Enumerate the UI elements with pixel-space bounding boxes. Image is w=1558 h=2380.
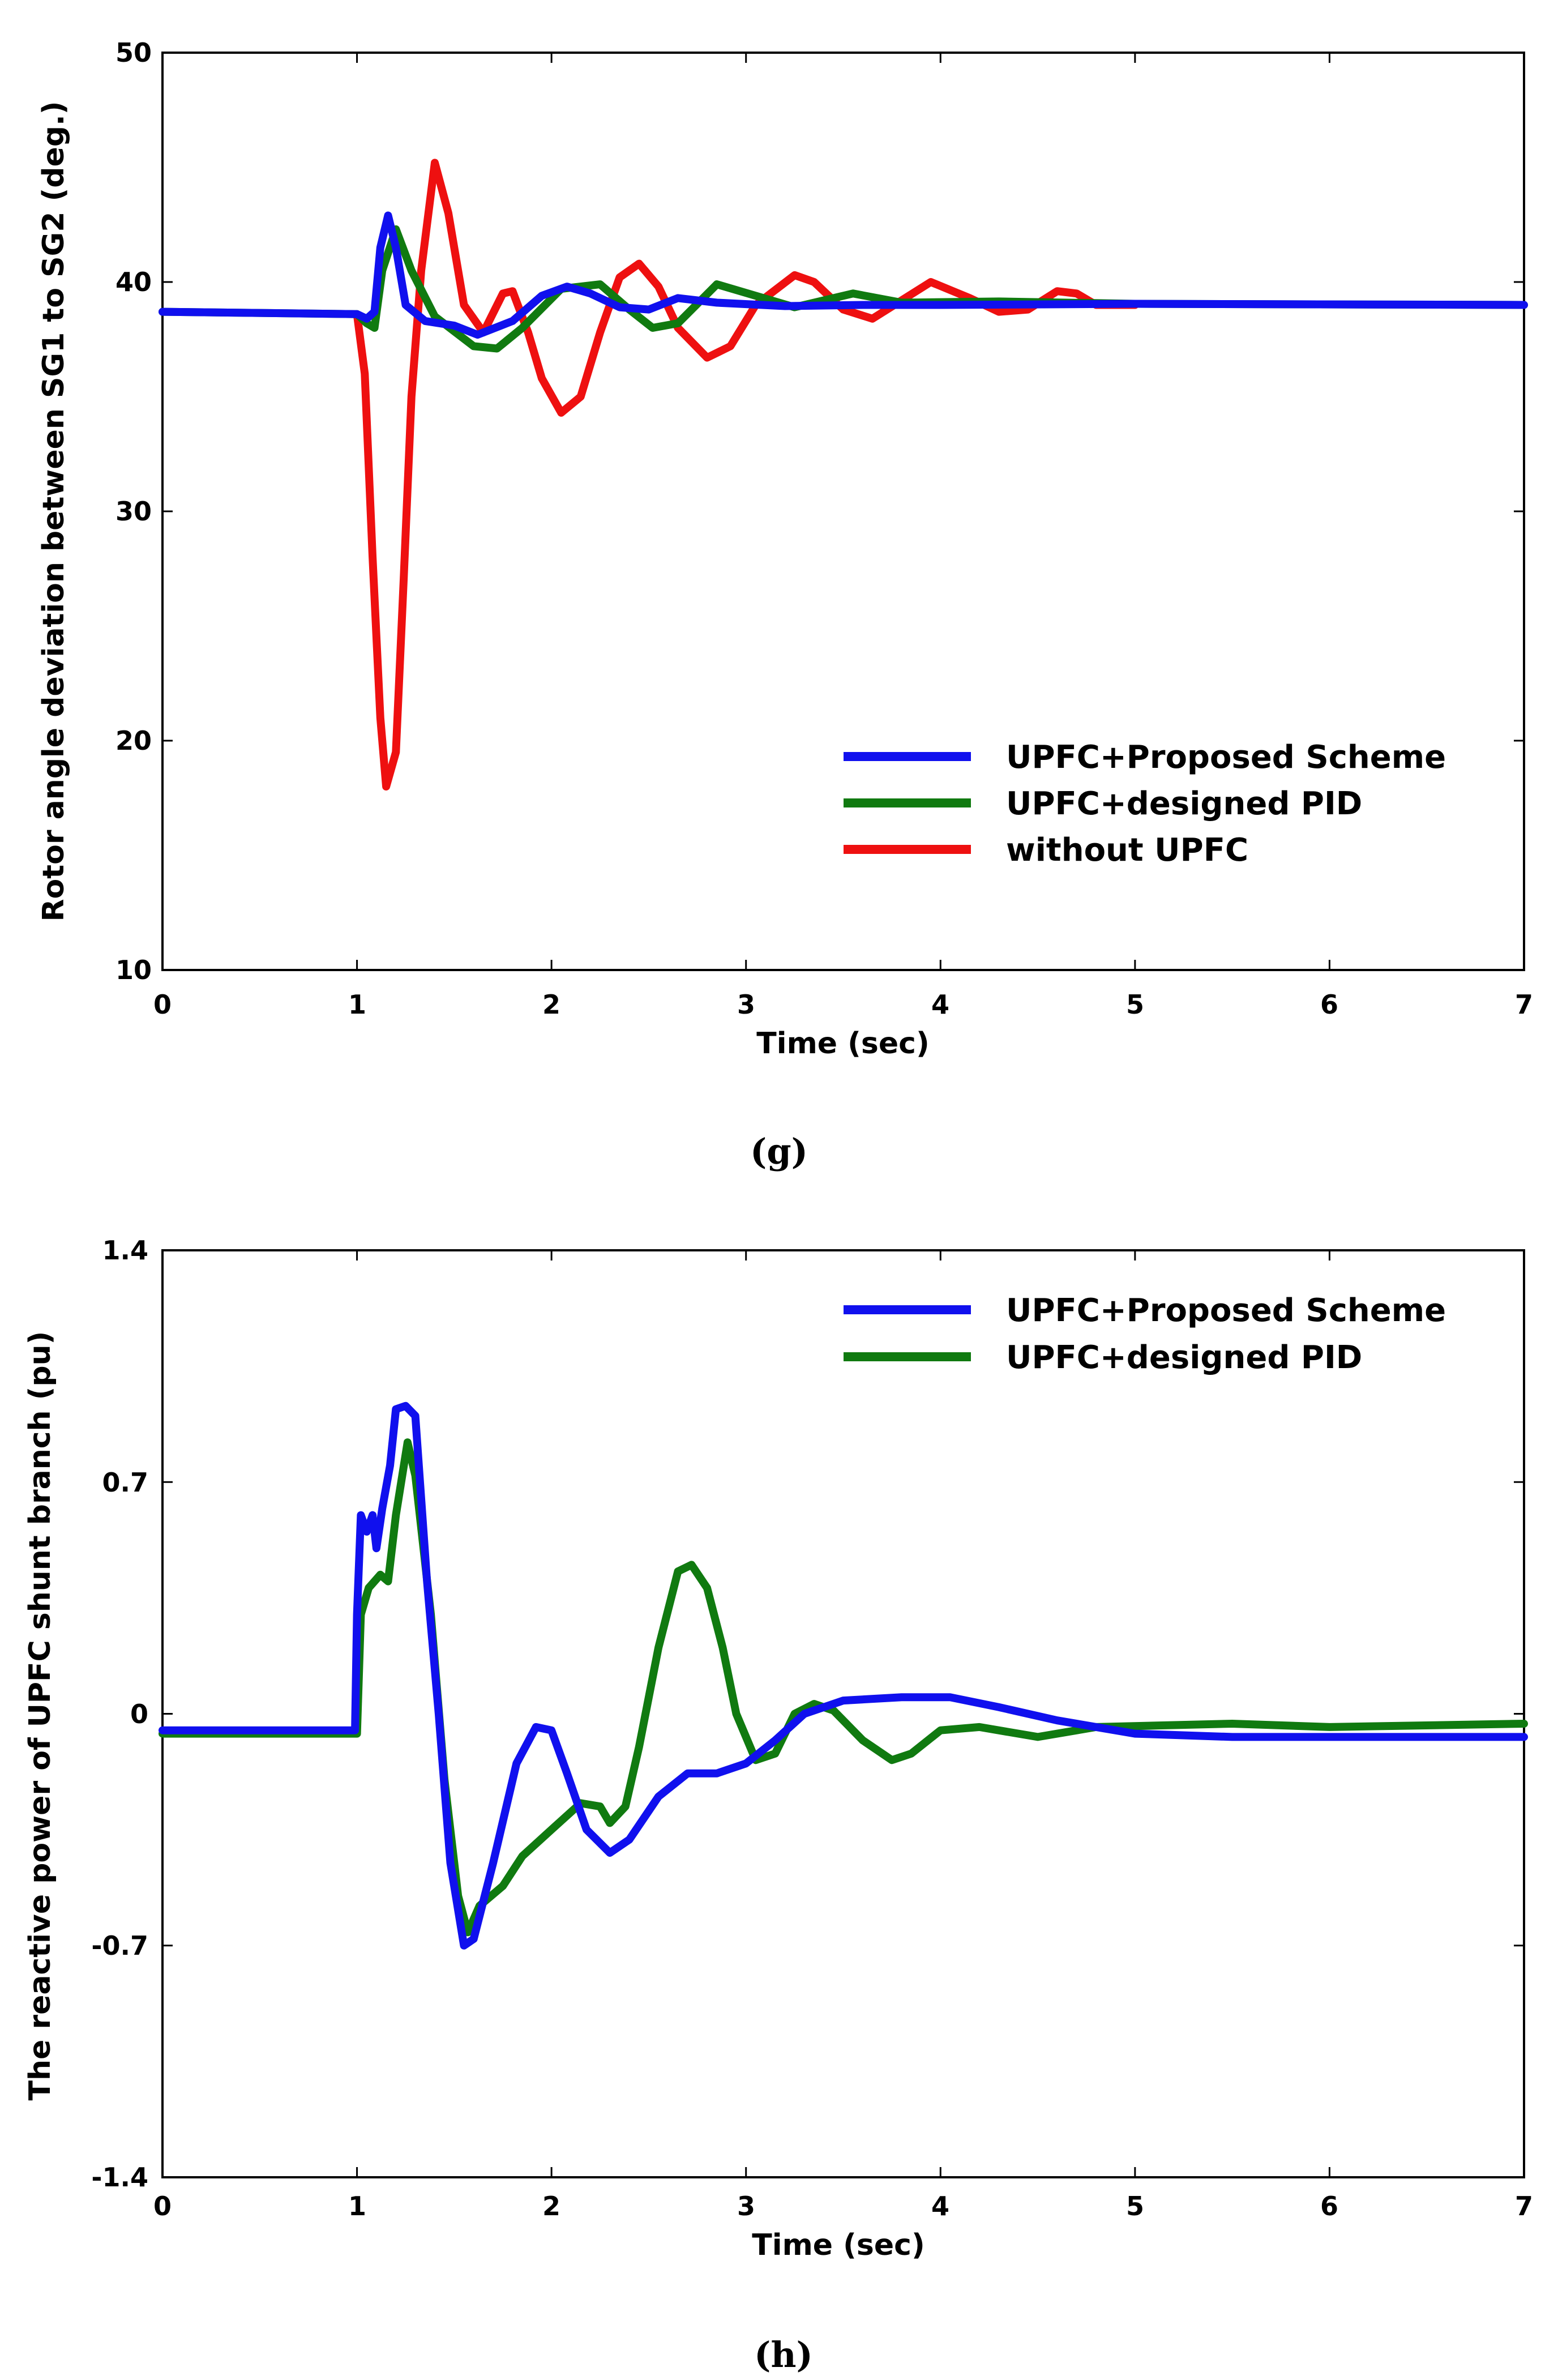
x-tick-label: 0 <box>153 989 172 1020</box>
y-axis-label: The reactive power of UPFC shunt branch … <box>23 1331 57 2101</box>
legend-label-proposed: UPFC+Proposed Scheme <box>1006 1292 1446 1329</box>
legend-label-pid: UPFC+designed PID <box>1006 1339 1362 1376</box>
x-axis-label: Time (sec) <box>752 2228 924 2262</box>
x-axis-label: Time (sec) <box>756 1027 929 1061</box>
series-line-upfc-designed-pid <box>159 1438 1528 1937</box>
legend-label-no-upfc: without UPFC <box>1006 832 1248 869</box>
legend: UPFC+Proposed Scheme UPFC+designed PID <box>844 1292 1446 1376</box>
y-tick-label: 50 <box>115 37 152 68</box>
x-tick-label: 4 <box>931 2191 949 2221</box>
plot-frame <box>161 1249 1525 2178</box>
series-line-upfc-proposed-scheme <box>159 211 1528 339</box>
x-tick-label: 6 <box>1320 2191 1338 2221</box>
x-tick-label: 0 <box>153 2191 172 2221</box>
y-tick-label: -0.7 <box>91 1930 148 1961</box>
chart-rotor-angle: 10 20 30 40 50 0 1 2 3 4 5 6 7 Time (sec… <box>37 37 1533 1172</box>
y-tick-label: 1.4 <box>102 1235 149 1266</box>
x-tick-label: 3 <box>737 2191 755 2221</box>
legend-label-proposed: UPFC+Proposed Scheme <box>1006 739 1446 776</box>
y-tick-label: 40 <box>115 267 152 297</box>
x-tick-label: 4 <box>931 989 949 1020</box>
tick-marks <box>161 52 1525 971</box>
x-tick-label: 2 <box>542 2191 560 2221</box>
plot-frame <box>161 52 1525 971</box>
y-ticks: -1.4 -0.7 0 0.7 1.4 <box>91 1235 148 2193</box>
x-tick-label: 1 <box>348 2191 366 2221</box>
x-tick-label: 6 <box>1320 989 1338 1020</box>
series-line-upfc-proposed-scheme <box>159 1401 1528 1950</box>
x-ticks: 0 1 2 3 4 5 6 7 <box>153 2191 1533 2221</box>
series-group <box>159 159 1528 791</box>
x-tick-label: 2 <box>542 989 560 1020</box>
panel-label-g: (g) <box>750 1131 808 1172</box>
x-tick-label: 3 <box>737 989 755 1020</box>
y-ticks: 10 20 30 40 50 <box>115 37 152 985</box>
chart-reactive-power: -1.4 -0.7 0 0.7 1.4 0 1 2 3 4 5 6 7 Time… <box>23 1235 1533 2375</box>
tick-marks <box>161 1249 1525 2178</box>
legend: UPFC+Proposed Scheme UPFC+designed PID w… <box>844 739 1446 869</box>
x-tick-label: 7 <box>1515 2191 1533 2221</box>
y-tick-label: -1.4 <box>91 2162 148 2193</box>
x-tick-label: 5 <box>1126 989 1144 1020</box>
x-tick-label: 5 <box>1126 2191 1144 2221</box>
series-group <box>159 1401 1528 1950</box>
y-tick-label: 0 <box>130 1699 148 1729</box>
x-tick-label: 7 <box>1515 989 1533 1020</box>
y-tick-label: 10 <box>115 955 152 985</box>
x-ticks: 0 1 2 3 4 5 6 7 <box>153 989 1533 1020</box>
panel-label-h: (h) <box>754 2334 813 2375</box>
x-tick-label: 1 <box>348 989 366 1020</box>
y-tick-label: 30 <box>115 496 152 527</box>
legend-label-pid: UPFC+designed PID <box>1006 785 1362 822</box>
y-tick-label: 0.7 <box>102 1467 149 1498</box>
y-axis-label: Rotor angle deviation between SG1 to SG2… <box>37 101 71 921</box>
y-tick-label: 20 <box>115 725 152 756</box>
